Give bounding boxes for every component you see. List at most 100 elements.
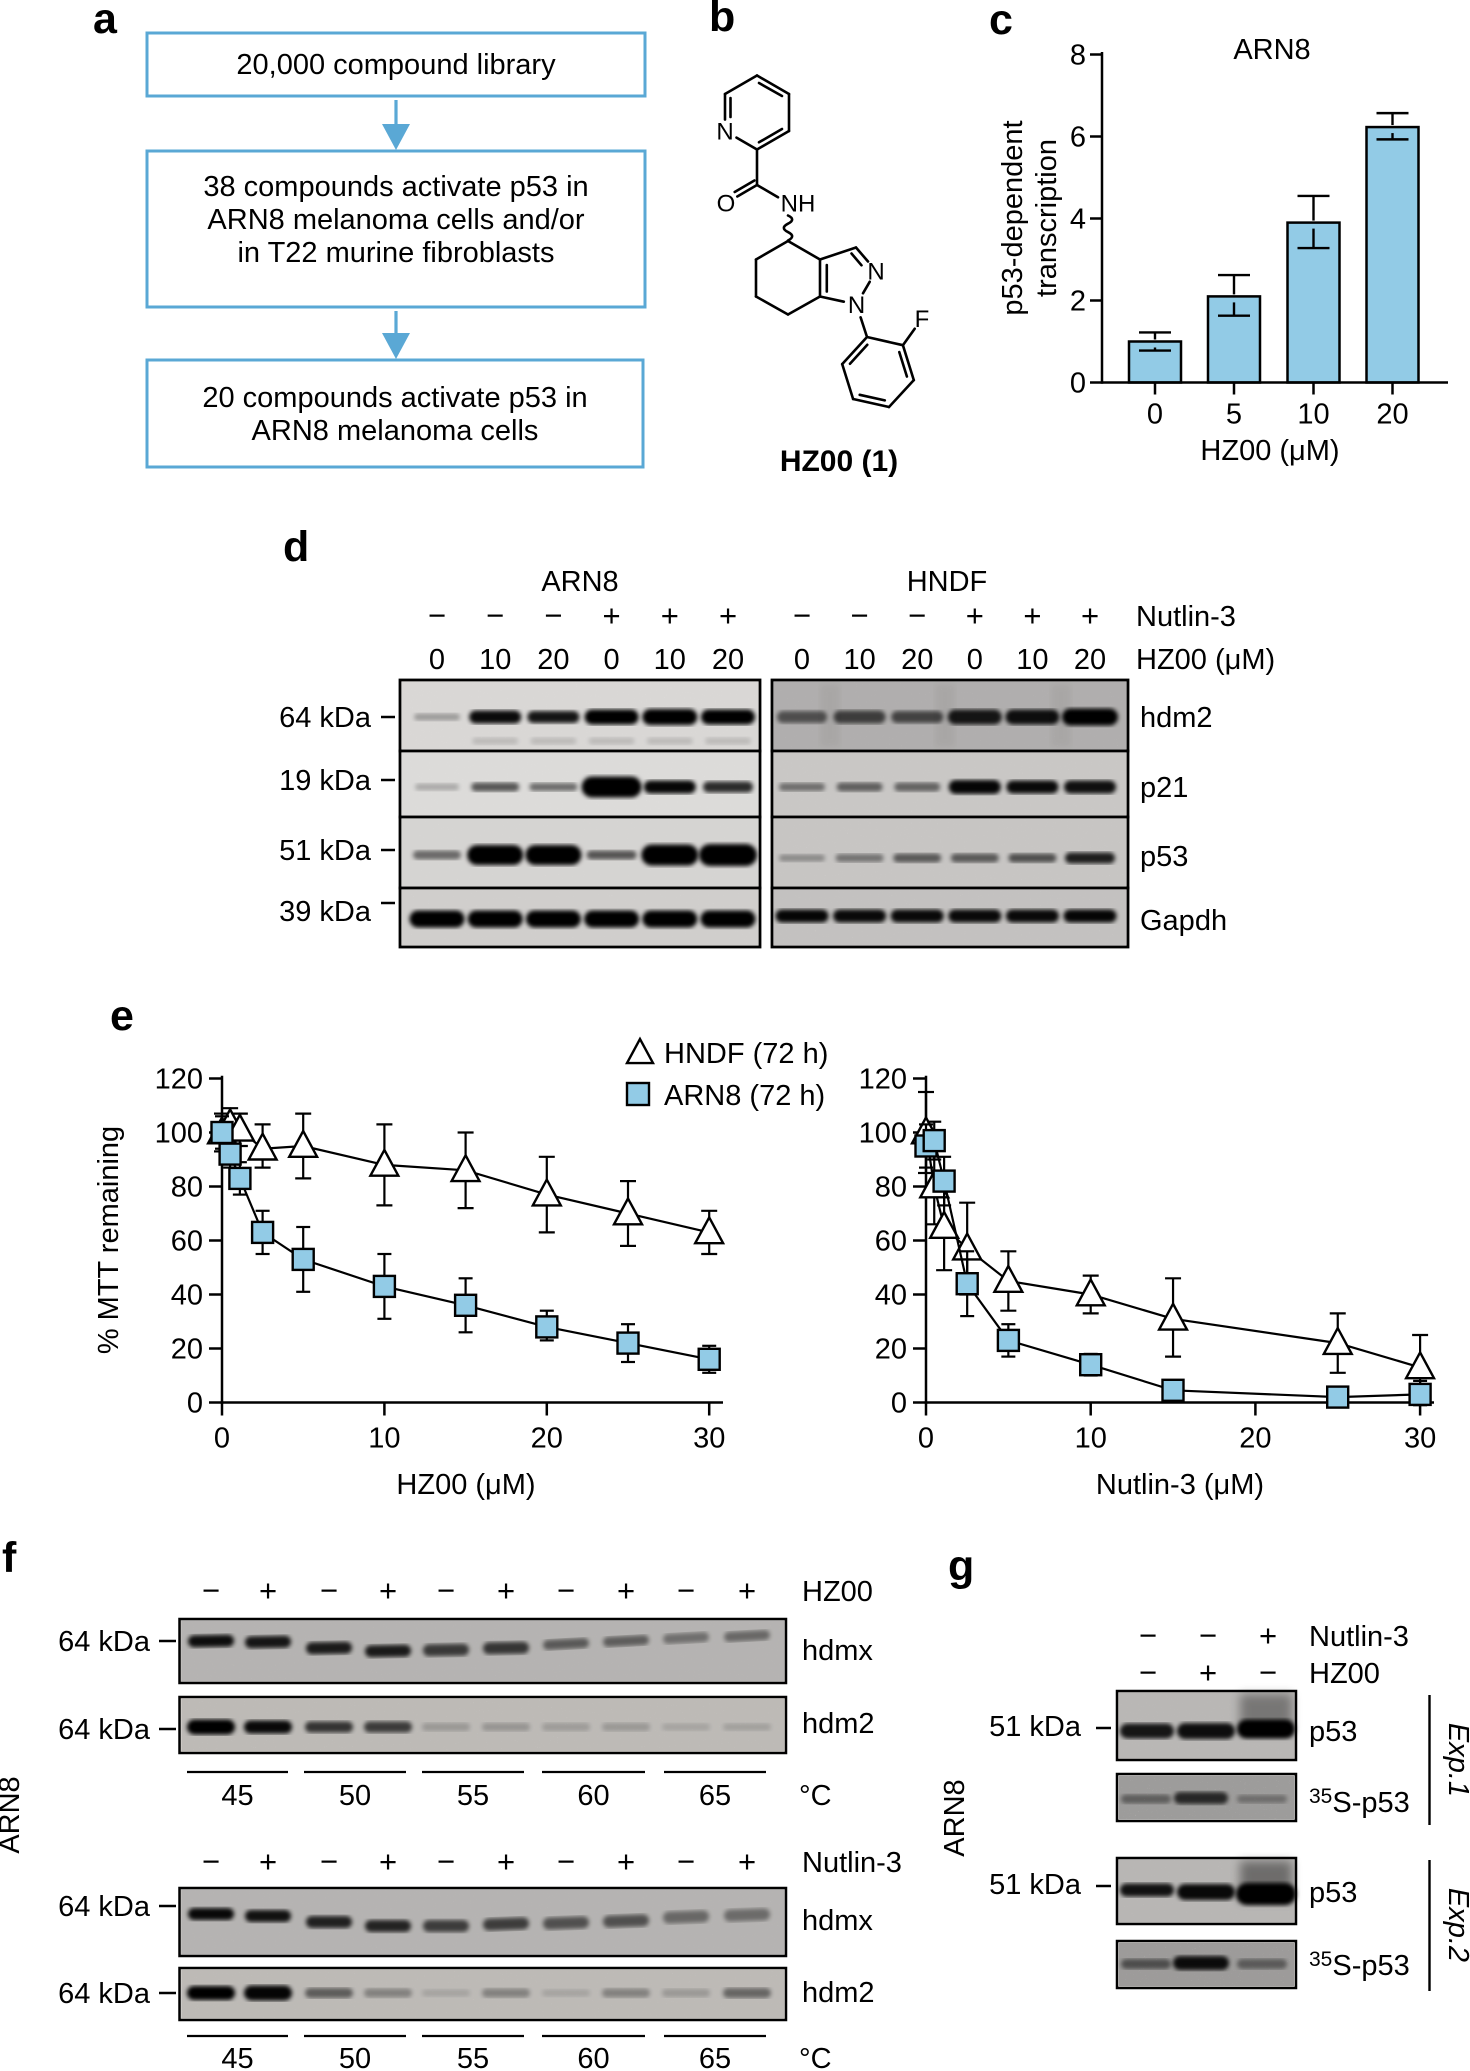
svg-text:HZ00 (μM): HZ00 (μM) bbox=[1200, 435, 1339, 467]
svg-text:0: 0 bbox=[967, 644, 983, 676]
svg-text:HZ00 (1): HZ00 (1) bbox=[780, 445, 898, 478]
svg-text:c: c bbox=[989, 0, 1013, 44]
svg-text:20: 20 bbox=[1376, 399, 1408, 431]
svg-text:20: 20 bbox=[1074, 644, 1106, 676]
svg-text:HZ00 (μM): HZ00 (μM) bbox=[1136, 644, 1275, 676]
svg-text:64 kDa: 64 kDa bbox=[58, 1978, 151, 2010]
svg-text:40: 40 bbox=[875, 1280, 907, 1312]
svg-text:20: 20 bbox=[531, 1423, 563, 1455]
svg-text:ARN8: ARN8 bbox=[541, 566, 618, 598]
svg-text:e: e bbox=[110, 992, 134, 1040]
svg-text:120: 120 bbox=[155, 1064, 203, 1096]
svg-text:20,000 compound library: 20,000 compound library bbox=[236, 49, 556, 81]
svg-text:−: − bbox=[437, 1573, 455, 1608]
svg-text:+: + bbox=[719, 598, 737, 633]
svg-text:°C: °C bbox=[799, 1780, 832, 1812]
svg-text:ARN8 melanoma cells: ARN8 melanoma cells bbox=[252, 415, 539, 447]
svg-text:35S-p53: 35S-p53 bbox=[1309, 1948, 1410, 1982]
svg-text:+: + bbox=[1259, 1618, 1277, 1653]
svg-text:0: 0 bbox=[214, 1423, 230, 1455]
svg-text:Gapdh: Gapdh bbox=[1140, 905, 1227, 937]
svg-text:30: 30 bbox=[693, 1423, 725, 1455]
svg-text:0: 0 bbox=[891, 1388, 907, 1420]
svg-text:HZ00: HZ00 bbox=[1309, 1658, 1380, 1690]
svg-text:+: + bbox=[497, 1573, 515, 1608]
svg-text:10: 10 bbox=[479, 644, 511, 676]
svg-text:N: N bbox=[867, 259, 884, 286]
svg-text:64 kDa: 64 kDa bbox=[279, 702, 372, 734]
svg-text:+: + bbox=[379, 1573, 397, 1608]
svg-text:0: 0 bbox=[187, 1388, 203, 1420]
svg-text:Nutlin-3 (μM): Nutlin-3 (μM) bbox=[1096, 1469, 1264, 1501]
svg-text:−: − bbox=[202, 1844, 220, 1879]
svg-text:80: 80 bbox=[171, 1172, 203, 1204]
svg-text:hdmx: hdmx bbox=[802, 1635, 873, 1667]
svg-text:−: − bbox=[1139, 1618, 1157, 1653]
svg-text:0: 0 bbox=[429, 644, 445, 676]
svg-text:Exp.2: Exp.2 bbox=[1442, 1888, 1470, 1962]
svg-text:64 kDa: 64 kDa bbox=[58, 1714, 151, 1746]
svg-text:38 compounds activate p53 in: 38 compounds activate p53 in bbox=[203, 171, 588, 203]
svg-text:20: 20 bbox=[1239, 1423, 1271, 1455]
svg-text:50: 50 bbox=[339, 1780, 371, 1812]
svg-text:−: − bbox=[1139, 1655, 1157, 1690]
svg-text:6: 6 bbox=[1070, 122, 1086, 154]
svg-text:p21: p21 bbox=[1140, 772, 1188, 804]
svg-text:hdm2: hdm2 bbox=[802, 1977, 875, 2009]
svg-text:N: N bbox=[848, 292, 865, 319]
svg-text:10: 10 bbox=[843, 644, 875, 676]
svg-text:35S-p53: 35S-p53 bbox=[1309, 1785, 1410, 1819]
svg-text:0: 0 bbox=[1147, 399, 1163, 431]
svg-text:ARN8: ARN8 bbox=[0, 1776, 26, 1853]
svg-text:0: 0 bbox=[1070, 368, 1086, 400]
svg-text:55: 55 bbox=[457, 1780, 489, 1812]
svg-text:NH: NH bbox=[781, 190, 816, 217]
svg-text:10: 10 bbox=[1075, 1423, 1107, 1455]
svg-text:p53: p53 bbox=[1309, 1877, 1357, 1909]
svg-text:HNDF (72 h): HNDF (72 h) bbox=[664, 1038, 828, 1070]
svg-text:60: 60 bbox=[577, 2043, 609, 2071]
svg-text:+: + bbox=[738, 1844, 756, 1879]
svg-text:−: − bbox=[557, 1844, 575, 1879]
svg-text:+: + bbox=[603, 598, 621, 633]
svg-text:+: + bbox=[1199, 1655, 1217, 1690]
svg-text:transcription: transcription bbox=[1031, 139, 1063, 297]
svg-text:Exp.1: Exp.1 bbox=[1442, 1723, 1470, 1797]
svg-text:+: + bbox=[1081, 598, 1099, 633]
svg-text:10: 10 bbox=[1016, 644, 1048, 676]
svg-text:+: + bbox=[497, 1844, 515, 1879]
svg-text:+: + bbox=[661, 598, 679, 633]
svg-text:+: + bbox=[259, 1573, 277, 1608]
svg-text:−: − bbox=[793, 598, 811, 633]
svg-text:50: 50 bbox=[339, 2043, 371, 2071]
svg-text:5: 5 bbox=[1226, 399, 1242, 431]
svg-text:+: + bbox=[259, 1844, 277, 1879]
svg-text:30: 30 bbox=[1404, 1423, 1436, 1455]
svg-text:−: − bbox=[544, 598, 562, 633]
svg-text:ARN8: ARN8 bbox=[939, 1779, 971, 1856]
svg-text:19 kDa: 19 kDa bbox=[279, 765, 372, 797]
svg-text:d: d bbox=[283, 523, 309, 571]
svg-text:−: − bbox=[437, 1844, 455, 1879]
svg-text:−: − bbox=[202, 1573, 220, 1608]
svg-text:51 kDa: 51 kDa bbox=[989, 1711, 1082, 1743]
svg-text:10: 10 bbox=[1297, 399, 1329, 431]
svg-text:20: 20 bbox=[537, 644, 569, 676]
svg-text:65: 65 bbox=[699, 2043, 731, 2071]
svg-text:+: + bbox=[379, 1844, 397, 1879]
svg-text:Nutlin-3: Nutlin-3 bbox=[1309, 1621, 1409, 1653]
svg-text:O: O bbox=[717, 190, 736, 217]
svg-text:20: 20 bbox=[712, 644, 744, 676]
svg-text:F: F bbox=[915, 306, 930, 333]
svg-text:64 kDa: 64 kDa bbox=[58, 1626, 151, 1658]
svg-text:0: 0 bbox=[794, 644, 810, 676]
svg-text:0: 0 bbox=[918, 1423, 934, 1455]
svg-text:+: + bbox=[966, 598, 984, 633]
svg-text:−: − bbox=[677, 1844, 695, 1879]
svg-text:60: 60 bbox=[875, 1226, 907, 1258]
svg-text:ARN8 melanoma cells and/or: ARN8 melanoma cells and/or bbox=[207, 204, 585, 236]
svg-text:40: 40 bbox=[171, 1280, 203, 1312]
svg-text:p53-dependent: p53-dependent bbox=[997, 120, 1029, 315]
svg-text:+: + bbox=[1023, 598, 1041, 633]
svg-text:65: 65 bbox=[699, 1780, 731, 1812]
